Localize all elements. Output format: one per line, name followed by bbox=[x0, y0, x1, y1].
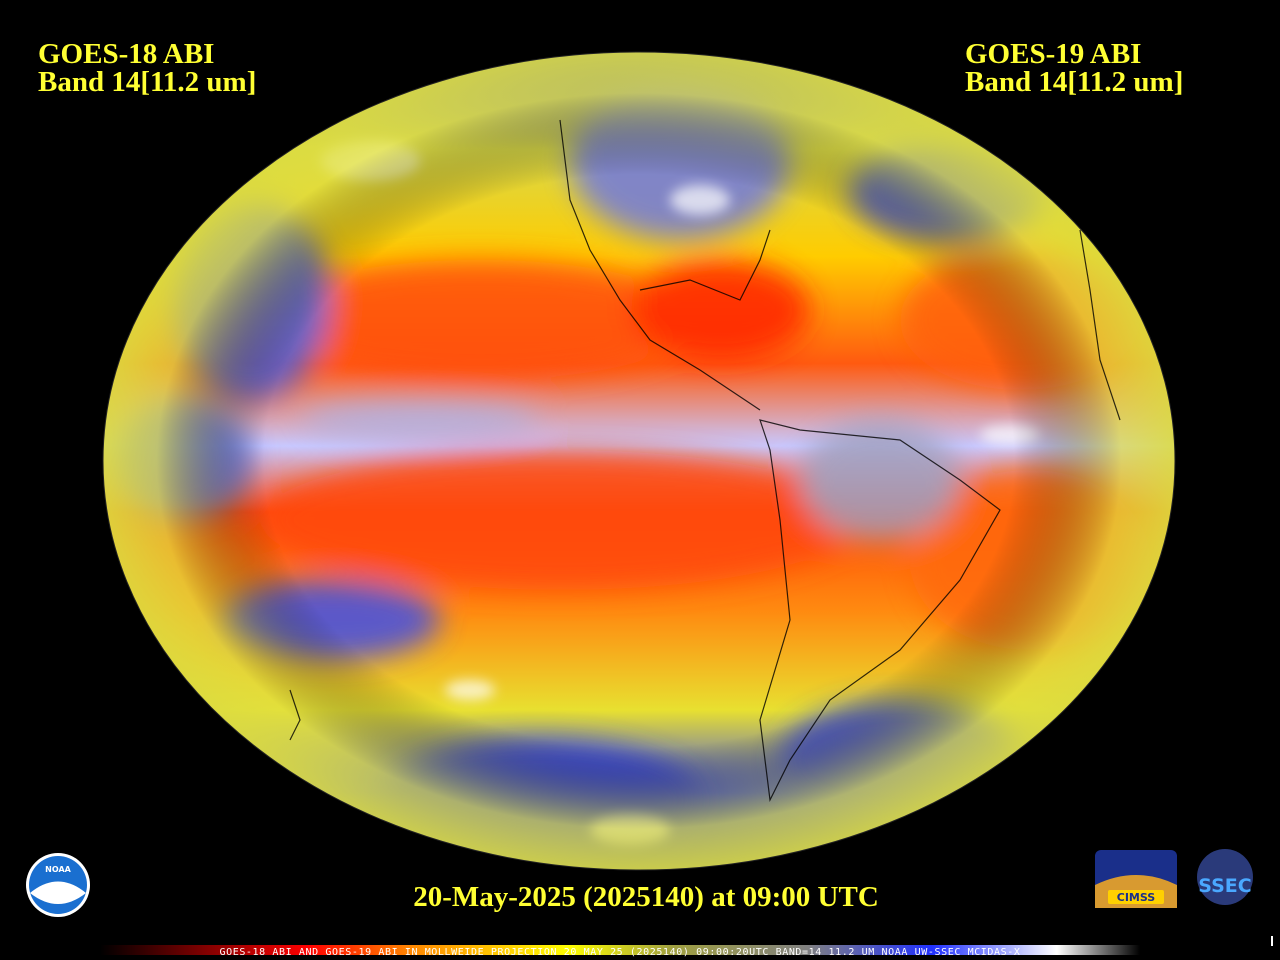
ssec-logo: SSEC bbox=[1197, 849, 1253, 905]
ssec-text: SSEC bbox=[1198, 875, 1251, 897]
globe-outline bbox=[102, 51, 1176, 871]
footer-caption: GOES-18 ABI AND GOES-19 ABI IN MOLLWEIDE… bbox=[219, 947, 1020, 958]
right-satellite: GOES-19 ABI bbox=[965, 38, 1141, 70]
right-band: Band 14[11.2 um] bbox=[965, 66, 1183, 98]
left-satellite: GOES-18 ABI bbox=[38, 38, 214, 70]
color-bar bbox=[100, 945, 1140, 955]
timestamp: 20-May-2025 (2025140) at 09:00 UTC bbox=[413, 881, 879, 913]
cimss-logo: CIMSS bbox=[1095, 850, 1177, 908]
noaa-text: NOAA bbox=[45, 865, 71, 874]
noaa-logo: NOAA bbox=[26, 853, 90, 917]
left-band: Band 14[11.2 um] bbox=[38, 66, 256, 98]
cimss-text: CIMSS bbox=[1117, 891, 1156, 904]
coastlines bbox=[289, 119, 1121, 803]
corner-mark bbox=[1271, 936, 1273, 946]
globe-image bbox=[103, 52, 1175, 870]
